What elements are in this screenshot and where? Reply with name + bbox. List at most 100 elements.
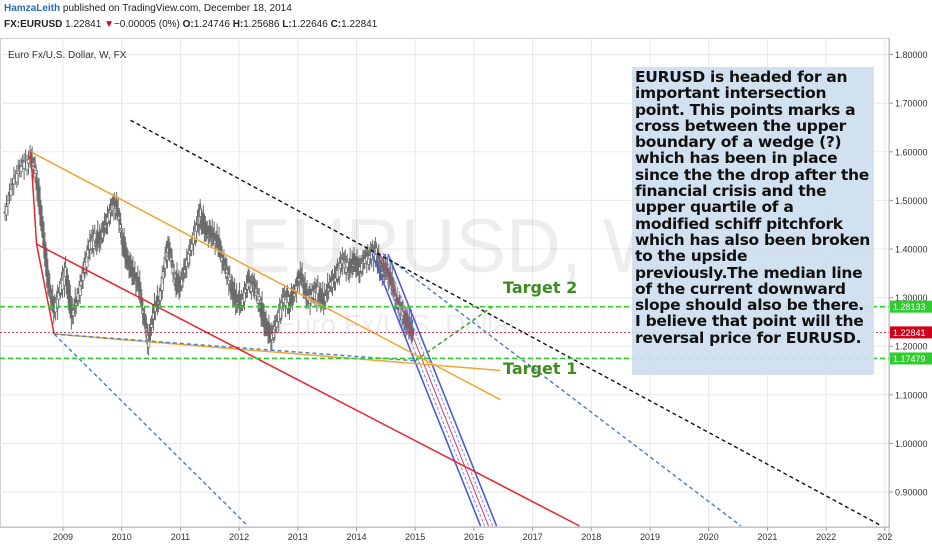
x-tick-label: 2014 bbox=[346, 532, 366, 542]
pitchfork-channel-line bbox=[371, 253, 482, 527]
author-link[interactable]: HamzaLeith bbox=[4, 3, 61, 14]
open-value: 1.24746 bbox=[193, 19, 230, 30]
candle-body bbox=[22, 161, 26, 169]
price-change: −0.00005 (0%) bbox=[113, 19, 180, 30]
wedge-lower-line bbox=[54, 333, 501, 372]
pitchfork-handle bbox=[29, 151, 38, 245]
last-price: 1.22841 bbox=[65, 19, 102, 30]
x-tick-label: 2013 bbox=[288, 532, 308, 542]
close-label: C: bbox=[330, 19, 342, 30]
candle-body bbox=[4, 206, 9, 216]
candle-body bbox=[275, 321, 279, 328]
x-tick-label: 202 bbox=[877, 532, 892, 542]
target-dashed-line bbox=[54, 333, 416, 362]
candle-body bbox=[93, 233, 97, 242]
candle-body bbox=[149, 324, 154, 328]
pitchfork-handle-lower bbox=[35, 243, 55, 335]
annotation-text: EURUSD is headed for an important inters… bbox=[635, 68, 871, 347]
candle-body bbox=[81, 272, 85, 281]
x-tick-label: 2020 bbox=[699, 532, 719, 542]
candle-body bbox=[300, 274, 304, 282]
candle-body bbox=[292, 293, 296, 297]
price-tag-label: 1.22841 bbox=[893, 328, 926, 338]
down-arrow-icon: ▼ bbox=[104, 19, 114, 30]
x-tick-label: 2019 bbox=[640, 532, 660, 542]
candle-body bbox=[9, 189, 13, 196]
x-tick-label: 2022 bbox=[816, 532, 836, 542]
watermark-name: Euro Fx/U.S. Dollar bbox=[277, 309, 518, 340]
candles bbox=[3, 144, 415, 356]
x-tick-label: 2010 bbox=[112, 532, 132, 542]
y-tick-label: 1.00000 bbox=[895, 439, 928, 449]
candle-body bbox=[345, 262, 349, 268]
pitchfork-median bbox=[36, 243, 580, 527]
candle-body bbox=[19, 166, 23, 173]
drawings bbox=[29, 119, 883, 527]
x-tick-label: 2012 bbox=[229, 532, 249, 542]
price-tag bbox=[890, 352, 932, 365]
price-tag-label: 1.17479 bbox=[893, 354, 926, 364]
quote-line: FX:EURUSD 1.22841 ▼−0.00005 (0%) O:1.247… bbox=[4, 19, 377, 30]
y-tick-label: 1.30000 bbox=[895, 293, 928, 303]
y-tick-label: 1.50000 bbox=[895, 196, 928, 206]
candle-body bbox=[116, 207, 120, 213]
candle-body bbox=[16, 170, 20, 175]
pitchfork-channel-line bbox=[383, 253, 494, 527]
low-label: L: bbox=[282, 19, 292, 30]
candle-body bbox=[217, 237, 221, 246]
candle-body bbox=[303, 283, 307, 294]
symbol-label[interactable]: FX:EURUSD bbox=[4, 19, 63, 30]
y-tick-label: 0.90000 bbox=[895, 488, 928, 498]
low-value: 1.22646 bbox=[291, 19, 328, 30]
price-axis[interactable]: 0.90000 1.00000 1.10000 1.20000 1.30000 1.400… bbox=[888, 38, 932, 537]
x-tick-label: 2016 bbox=[464, 532, 484, 542]
annotation-box[interactable] bbox=[632, 67, 874, 375]
candle-body bbox=[26, 159, 31, 164]
publish-line: HamzaLeith published on TradingView.com,… bbox=[4, 3, 292, 14]
x-tick-label: 2021 bbox=[757, 532, 777, 542]
pitchfork-channel-line bbox=[375, 253, 486, 527]
candle-body bbox=[136, 276, 140, 286]
price-tag-label: 1.28133 bbox=[893, 302, 926, 312]
candle-body bbox=[57, 292, 61, 300]
time-axis[interactable]: 2009 2010 2011 2012 2013 2014 2015 2016 2017 2018… bbox=[0, 526, 892, 542]
candle-body bbox=[12, 178, 16, 185]
target-labels: Target 2 Target 1 bbox=[503, 278, 577, 378]
candle-body bbox=[190, 243, 194, 251]
y-tick-label: 1.60000 bbox=[895, 147, 928, 157]
x-tick-label: 2017 bbox=[523, 532, 543, 542]
high-value: 1.25686 bbox=[243, 19, 280, 30]
candle-body bbox=[15, 173, 19, 183]
pitchfork-upper-dashed bbox=[382, 253, 742, 527]
wedge-upper-line bbox=[30, 151, 501, 401]
open-label: O: bbox=[182, 19, 194, 30]
candle-body bbox=[6, 200, 10, 204]
pitchfork-channel-line bbox=[379, 253, 490, 527]
candle-body bbox=[48, 284, 52, 294]
chart-header: HamzaLeith published on TradingView.com,… bbox=[0, 0, 932, 36]
y-tick-label: 1.20000 bbox=[895, 342, 928, 352]
price-tag bbox=[890, 300, 932, 313]
publish-info: published on TradingView.com, December 1… bbox=[62, 3, 292, 14]
candle-body bbox=[257, 296, 261, 301]
x-tick-label: 2009 bbox=[53, 532, 73, 542]
chart-title: Euro Fx/U.S. Dollar, W, FX bbox=[8, 50, 127, 61]
y-tick-label: 1.70000 bbox=[895, 99, 928, 109]
x-tick-label: 2015 bbox=[405, 532, 425, 542]
y-tick-label: 1.10000 bbox=[895, 390, 928, 400]
candle-body bbox=[138, 281, 142, 292]
green-projection bbox=[414, 306, 492, 362]
x-tick-label: 2011 bbox=[171, 532, 190, 542]
pitchfork-channel-line bbox=[387, 253, 498, 527]
candle-body bbox=[228, 276, 232, 281]
target-label: Target 1 bbox=[503, 359, 577, 378]
high-label: H: bbox=[232, 19, 244, 30]
candle-body bbox=[41, 221, 45, 238]
y-tick-label: 1.40000 bbox=[895, 245, 928, 255]
y-tick-label: 1.80000 bbox=[895, 50, 928, 60]
black-trendline bbox=[130, 119, 883, 527]
candle-body bbox=[172, 271, 176, 274]
price-tag bbox=[890, 326, 932, 339]
close-value: 1.22841 bbox=[341, 19, 378, 30]
